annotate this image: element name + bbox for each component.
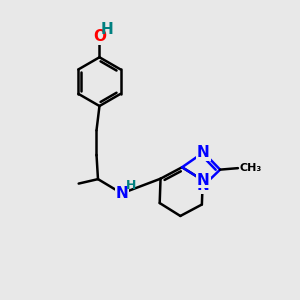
Text: N: N <box>116 186 128 201</box>
Text: N: N <box>197 178 210 193</box>
Text: O: O <box>93 29 106 44</box>
Text: N: N <box>196 173 209 188</box>
Text: CH₃: CH₃ <box>239 163 262 173</box>
Text: H: H <box>100 22 113 37</box>
Text: N: N <box>197 145 210 160</box>
Text: H: H <box>125 178 136 192</box>
